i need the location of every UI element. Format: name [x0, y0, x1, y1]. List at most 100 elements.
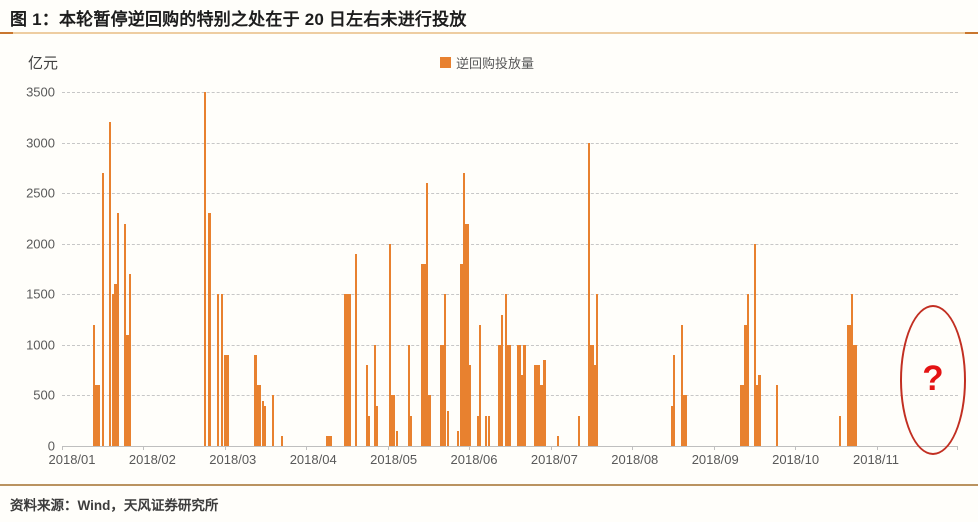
bar [368, 415, 371, 446]
bar [539, 385, 543, 446]
bar [534, 365, 538, 446]
x-axis-label: 2018/02 [128, 452, 176, 467]
bar [224, 354, 230, 446]
gridline [62, 193, 958, 195]
bar [446, 410, 449, 446]
annotation-ellipse: ? [900, 305, 966, 455]
bar [94, 385, 100, 446]
x-axis-label: 2018/04 [289, 452, 337, 467]
bar [747, 294, 750, 446]
gridline [62, 92, 958, 93]
x-axis-tick [306, 446, 308, 450]
bar [542, 360, 546, 446]
bar [537, 365, 541, 446]
bar [354, 253, 357, 446]
figure-title: 图 1：本轮暂停逆回购的特别之处在于 20 日左右未进行投放 [10, 10, 467, 29]
source-divider [0, 484, 978, 486]
bar [366, 365, 369, 446]
bar [280, 435, 283, 446]
bar [587, 142, 590, 446]
y-axis: 3500 3000 2500 2000 1500 1000 500 0 [0, 85, 55, 454]
bar [839, 415, 842, 446]
x-axis-label: 2018/09 [691, 452, 739, 467]
bar [457, 430, 460, 446]
legend: 逆回购投放量 [440, 53, 534, 72]
x-axis-tick [876, 446, 878, 450]
x-axis-tick [387, 446, 389, 450]
bar [487, 415, 490, 446]
bar [216, 294, 219, 446]
bar [589, 344, 595, 446]
y-axis-label: 3000 [26, 135, 55, 151]
y-axis-label: 2000 [26, 236, 55, 252]
x-axis-label: 2018/03 [209, 452, 257, 467]
y-axis-label: 1000 [26, 337, 55, 353]
gridline [62, 243, 958, 245]
bar [758, 375, 762, 446]
bar [463, 223, 469, 446]
x-axis-tick [62, 446, 63, 450]
y-axis-label: 2500 [26, 185, 55, 201]
x-axis-label: 2018/01 [48, 452, 96, 467]
x-axis-label: 2018/05 [370, 452, 418, 467]
x-axis-tick [469, 446, 471, 450]
bar [410, 415, 413, 446]
x-axis-label: 2018/08 [611, 452, 659, 467]
bar [440, 344, 446, 446]
y-axis-label: 3500 [26, 84, 55, 100]
bar [93, 324, 96, 446]
bar [376, 405, 379, 446]
y-axis-unit-label: 亿元 [28, 55, 59, 72]
x-axis-tick [224, 446, 226, 450]
bar [129, 274, 132, 446]
bar [114, 284, 120, 446]
title-divider [0, 32, 978, 34]
x-axis-tick [713, 446, 715, 450]
legend-label: 逆回购投放量 [456, 56, 535, 71]
bar [208, 213, 212, 446]
bar [421, 263, 427, 446]
bar [220, 294, 223, 446]
gridline [62, 142, 958, 144]
bar [109, 122, 112, 446]
bar [743, 324, 749, 446]
bar [681, 395, 687, 446]
bar [329, 435, 333, 446]
bar [343, 294, 349, 446]
x-axis-label: 2018/10 [772, 452, 820, 467]
bar [444, 294, 447, 446]
bar [325, 435, 329, 446]
bar [428, 395, 432, 446]
bar [852, 344, 858, 446]
y-axis-label: 0 [47, 438, 55, 454]
x-axis-label: 2018/06 [450, 452, 498, 467]
gridline [62, 294, 958, 296]
bar [671, 405, 674, 446]
source-note: 资料来源：Wind，天风证券研究所 [10, 498, 219, 513]
bar [426, 183, 429, 446]
bar [396, 430, 399, 446]
bar [497, 344, 503, 446]
bar [673, 354, 676, 446]
bar [261, 400, 264, 446]
x-axis-tick [795, 446, 797, 450]
legend-swatch-icon [440, 57, 451, 68]
question-mark: ? [922, 358, 944, 398]
bar [390, 395, 396, 446]
bar [505, 344, 511, 446]
bar [272, 395, 274, 446]
plot-area: ? [62, 92, 966, 455]
bar [460, 263, 464, 446]
bar [388, 243, 391, 446]
x-axis-tick [632, 446, 634, 450]
bar [522, 344, 526, 446]
bar [256, 385, 261, 446]
x-axis-tick [143, 446, 145, 450]
bar [408, 344, 411, 446]
bar [681, 324, 684, 446]
bar [374, 344, 377, 446]
bar [577, 415, 580, 446]
x-axis: 2018/01 2018/02 2018/03 2018/04 2018/05 2018/… [49, 452, 974, 470]
bar [596, 294, 599, 446]
bar [516, 344, 521, 446]
